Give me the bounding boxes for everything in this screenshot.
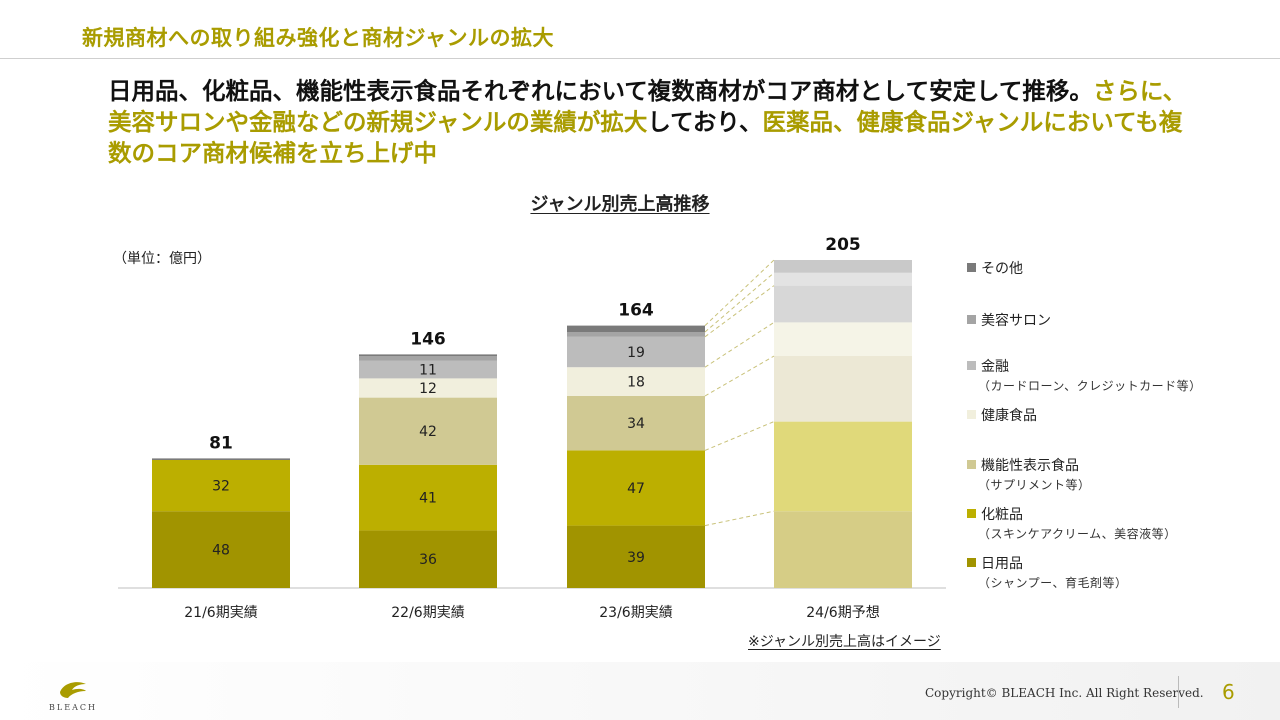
- data-label: 48: [212, 543, 230, 559]
- data-label: 34: [627, 416, 645, 432]
- legend-swatch: [967, 460, 976, 469]
- legend-label: 美容サロン: [981, 313, 1051, 329]
- legend-swatch: [967, 509, 976, 518]
- copyright: Copyright© BLEACH Inc. All Right Reserve…: [925, 686, 1204, 700]
- x-tick-label: 24/6期予想: [806, 605, 879, 621]
- bar-segment: [567, 367, 705, 396]
- bar-segment: [567, 450, 705, 526]
- total-label: 205: [825, 235, 861, 255]
- total-label: 81: [209, 433, 233, 453]
- data-label: 36: [419, 552, 437, 568]
- data-label: 47: [627, 481, 645, 497]
- page-number: 6: [1222, 680, 1235, 704]
- legend-item: 日用品: [967, 553, 1023, 573]
- legend-label: 金融: [981, 359, 1009, 375]
- legend-sublabel: （カードローン、クレジットカード等）: [978, 379, 1202, 393]
- legend-swatch: [967, 315, 976, 324]
- bar-segment: [567, 396, 705, 451]
- legend-swatch: [967, 410, 976, 419]
- connector-line: [704, 355, 775, 397]
- data-label: 11: [419, 363, 437, 379]
- footer-band: [0, 662, 1280, 720]
- bar-segment: [774, 511, 912, 588]
- legend-item: 機能性表示食品: [967, 455, 1079, 475]
- bar-segment: [774, 356, 912, 422]
- headline: 日用品、化粧品、機能性表示食品それぞれにおいて複数商材がコア商材として安定して推…: [108, 76, 1188, 169]
- chart-title: ジャンル別売上高推移: [530, 194, 710, 215]
- legend-sublabel: （サプリメント等）: [978, 478, 1091, 492]
- bar-segment: [152, 511, 290, 588]
- x-tick-label: 23/6期実績: [599, 605, 672, 621]
- data-label: 42: [419, 424, 437, 440]
- bar-segment: [774, 421, 912, 512]
- data-label: 41: [419, 491, 437, 507]
- bleach-logo: BLEACH: [49, 682, 97, 712]
- legend-swatch: [967, 558, 976, 567]
- data-label: 32: [212, 479, 230, 495]
- data-label: 12: [419, 381, 437, 397]
- data-label: 39: [627, 550, 645, 566]
- connector-line: [704, 510, 775, 527]
- bar-segment: [567, 325, 705, 332]
- bar-segment: [359, 356, 497, 361]
- x-tick-label: 21/6期実績: [184, 605, 257, 621]
- legend-label: 健康食品: [981, 408, 1037, 424]
- logo-text: BLEACH: [49, 703, 97, 712]
- bar-segment: [774, 260, 912, 273]
- x-tick-label: 22/6期実績: [391, 605, 464, 621]
- bar-segment: [567, 336, 705, 368]
- bar-segment: [567, 525, 705, 588]
- total-label: 146: [410, 329, 446, 349]
- legend-item: 健康食品: [967, 405, 1037, 425]
- headline-part4: 医薬品、健康食品ジャンルにおいても複数のコア商材候補を立ち上げ中: [108, 108, 1183, 167]
- bar-segment: [774, 322, 912, 356]
- bar-segment: [359, 530, 497, 588]
- total-label: 164: [618, 301, 654, 321]
- legend-sublabel: （スキンケアクリーム、美容液等）: [978, 527, 1177, 541]
- legend-item: その他: [967, 258, 1023, 278]
- connector-line: [704, 285, 775, 338]
- header-divider: [0, 58, 1280, 59]
- legend-label: 日用品: [981, 556, 1023, 572]
- bar-segment: [774, 285, 912, 323]
- footer-divider: [1178, 676, 1179, 708]
- bar-segment: [567, 332, 705, 337]
- connector-line: [704, 321, 775, 368]
- bar-segment: [774, 272, 912, 286]
- connector-line: [704, 421, 775, 451]
- bar-segment: [152, 460, 290, 512]
- headline-part2: さらに、美容サロンや金融などの新規ジャンルの業績が拡大: [108, 77, 1187, 136]
- data-label: 18: [627, 375, 645, 391]
- bar-segment: [359, 354, 497, 356]
- legend-item: 金融: [967, 356, 1009, 376]
- chart-title-wrap: ジャンル別売上高推移: [0, 190, 1240, 216]
- legend-sublabel: （シャンプー、育毛剤等）: [978, 576, 1128, 590]
- legend-item: 美容サロン: [967, 310, 1051, 330]
- data-label: 19: [627, 345, 645, 361]
- bar-segment: [359, 397, 497, 465]
- legend-label: その他: [981, 261, 1023, 277]
- connector-line: [704, 272, 775, 333]
- page-title: 新規商材への取り組み強化と商材ジャンルの拡大: [82, 26, 554, 50]
- headline-part3: しており、: [647, 108, 763, 136]
- legend-item: 化粧品: [967, 504, 1023, 524]
- bar-segment: [152, 458, 290, 460]
- legend-label: 化粧品: [981, 507, 1023, 523]
- bar-segment: [359, 464, 497, 531]
- connector-line: [704, 259, 775, 326]
- legend-swatch: [967, 263, 976, 272]
- bar-segment: [359, 360, 497, 379]
- logo-mark-icon: [60, 682, 86, 698]
- chart-note: ※ジャンル別売上高はイメージ: [748, 634, 941, 650]
- legend-label: 機能性表示食品: [981, 458, 1079, 474]
- unit-label: （単位：億円）: [113, 251, 211, 267]
- headline-part1: 日用品、化粧品、機能性表示食品それぞれにおいて複数商材がコア商材として安定して推…: [108, 77, 1093, 105]
- legend-swatch: [967, 361, 976, 370]
- bar-segment: [359, 378, 497, 398]
